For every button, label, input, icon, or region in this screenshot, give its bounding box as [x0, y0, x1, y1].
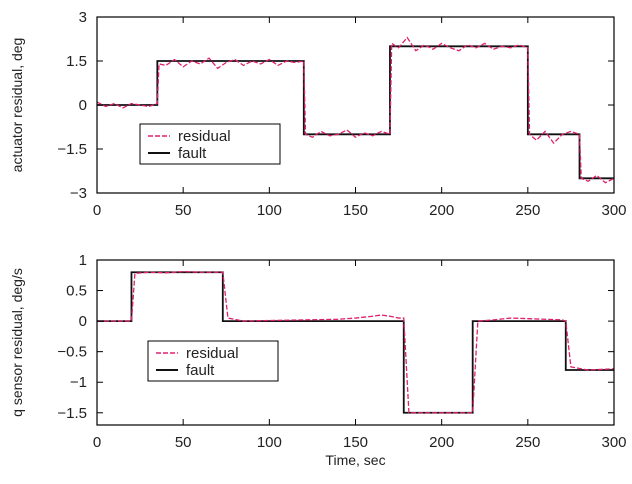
x-tick-label: 150	[343, 434, 368, 451]
legend-label-fault: fault	[186, 362, 215, 379]
y-tick-label: 1.5	[66, 53, 87, 70]
y-tick-label: 0	[79, 97, 87, 114]
x-tick-label: 200	[429, 202, 454, 219]
y-tick-label: −1.5	[57, 141, 87, 158]
plot-frame	[97, 17, 614, 193]
y-axis-label: actuator residual, deg	[9, 38, 25, 173]
x-tick-label: 100	[257, 202, 282, 219]
actuator-residual-plot: 0 50 100 150 200 250 300 3 1.5 0 −1.5 −3 actuator re…	[9, 9, 627, 219]
x-tick-label: 100	[257, 434, 282, 451]
x-tick-label: 50	[175, 202, 192, 219]
x-tick-label: 150	[343, 202, 368, 219]
legend-label-fault: fault	[178, 145, 207, 162]
x-tick-label: 300	[601, 434, 626, 451]
x-tick-label: 50	[175, 434, 192, 451]
y-tick-label: 0.5	[66, 283, 87, 300]
x-tick-label: 250	[515, 202, 540, 219]
legend-label-residual: residual	[186, 345, 239, 362]
legend-label-residual: residual	[178, 128, 231, 145]
y-tick-label: −1	[70, 374, 87, 391]
y-tick-label: 0	[79, 313, 87, 330]
y-axis-label: q sensor residual, deg/s	[9, 268, 25, 417]
x-tick-label: 0	[93, 202, 101, 219]
x-tick-label: 250	[515, 434, 540, 451]
x-tick-label: 200	[429, 434, 454, 451]
x-tick-label: 0	[93, 434, 101, 451]
x-axis-label: Time, sec	[325, 452, 385, 468]
y-tick-label: −0.5	[57, 344, 87, 361]
y-tick-label: 3	[79, 9, 87, 26]
y-tick-label: −3	[70, 185, 87, 202]
y-tick-label: −1.5	[57, 405, 87, 422]
q-sensor-residual-plot: 0 50 100 150 200 250 300 1 0.5 0 −0.5 −1 −1.5 q senso…	[9, 252, 627, 468]
x-tick-label: 300	[601, 202, 626, 219]
y-tick-label: 1	[79, 252, 87, 269]
